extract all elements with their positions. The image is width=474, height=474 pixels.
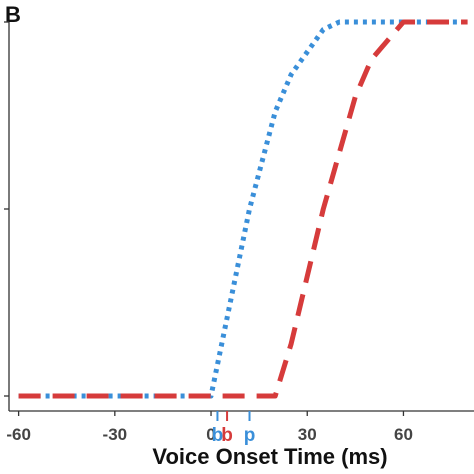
x-axis-title: Voice Onset Time (ms) bbox=[152, 444, 387, 469]
panel-label: B bbox=[5, 2, 21, 27]
category-markers: bb p bbox=[212, 411, 256, 446]
x-tick-label: 0 bbox=[206, 425, 215, 444]
x-tick-label: 30 bbox=[298, 425, 317, 444]
marker-label-b-0: b bbox=[212, 425, 224, 446]
marker-label-b-1: b bbox=[221, 425, 233, 446]
series-layer bbox=[18, 19, 468, 399]
x-tick-label: -60 bbox=[6, 425, 31, 444]
x-tick-label: -30 bbox=[103, 425, 128, 444]
series-line-blue-dotted bbox=[18, 19, 468, 399]
x-tick-label: 60 bbox=[394, 425, 413, 444]
axes bbox=[4, 21, 474, 416]
marker-label-p-2: p bbox=[244, 425, 256, 446]
x-tick-labels: -60 -30 0 30 60 bbox=[6, 425, 413, 444]
series-line-red-dashed bbox=[18, 19, 468, 399]
